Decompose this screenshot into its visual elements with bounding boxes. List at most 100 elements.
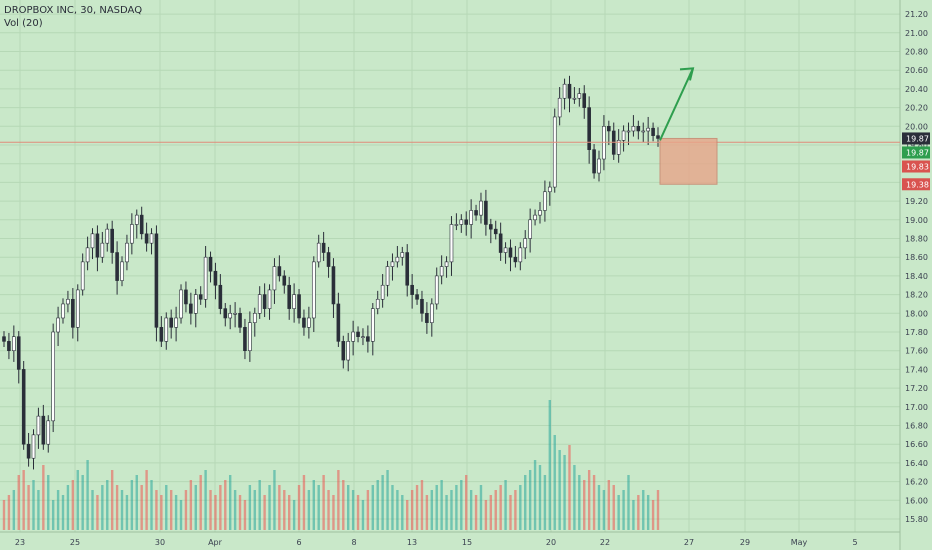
y-tick-label: 20.40 bbox=[905, 85, 928, 94]
y-tick-label: 16.60 bbox=[905, 440, 928, 449]
candle-body bbox=[95, 233, 100, 258]
candle-body bbox=[198, 294, 203, 300]
candle-body bbox=[21, 369, 26, 445]
volume-bar bbox=[194, 485, 197, 530]
volume-bar bbox=[169, 490, 173, 530]
candle-body bbox=[41, 415, 46, 445]
candle-body bbox=[223, 308, 228, 319]
volume-bar bbox=[612, 485, 615, 530]
volume-bar bbox=[37, 490, 40, 530]
volume-bar bbox=[504, 480, 507, 530]
candle-body bbox=[321, 242, 326, 253]
volume-bar bbox=[607, 480, 611, 530]
volume-bar bbox=[17, 475, 20, 530]
volume-bar bbox=[228, 475, 232, 530]
candle-body bbox=[184, 289, 188, 305]
volume-bar bbox=[617, 495, 620, 530]
candle-body bbox=[277, 266, 282, 277]
x-tick-label: May bbox=[791, 538, 808, 547]
candle-body bbox=[651, 127, 655, 136]
candle-body bbox=[282, 275, 287, 286]
candle-body bbox=[420, 298, 424, 314]
volume-bar bbox=[56, 490, 60, 530]
candle-body bbox=[125, 242, 129, 263]
candle-body bbox=[100, 242, 105, 258]
volume-bar bbox=[563, 455, 566, 530]
volume-bar bbox=[538, 465, 542, 530]
volume-bar bbox=[307, 490, 311, 530]
risk-box[interactable] bbox=[659, 137, 718, 185]
volume-bar bbox=[209, 490, 212, 530]
volume-bar bbox=[258, 480, 261, 530]
candle-body bbox=[523, 238, 528, 249]
volume-bar bbox=[533, 460, 537, 530]
candle-body bbox=[267, 289, 272, 309]
candle-body bbox=[607, 126, 611, 132]
volume-bar bbox=[81, 475, 84, 530]
volume-bar bbox=[27, 485, 30, 530]
x-tick-label: 8 bbox=[351, 538, 356, 547]
x-tick-label: 15 bbox=[462, 538, 472, 547]
y-tick-label: 16.40 bbox=[905, 459, 928, 468]
candle-body bbox=[410, 284, 414, 295]
candle-body bbox=[193, 294, 198, 314]
candle-body bbox=[498, 233, 503, 253]
candle-body bbox=[120, 261, 124, 281]
candle-body bbox=[85, 247, 90, 263]
candle-body bbox=[154, 233, 159, 328]
volume-bar bbox=[337, 470, 340, 530]
volume-bar bbox=[214, 495, 217, 530]
volume-bar bbox=[479, 485, 483, 530]
volume-bar bbox=[642, 490, 645, 530]
volume-bar bbox=[597, 485, 601, 530]
volume-bar bbox=[351, 490, 355, 530]
candle-body bbox=[341, 341, 346, 361]
candle-body bbox=[56, 317, 60, 333]
volume-bar bbox=[155, 490, 158, 530]
candle-body bbox=[169, 317, 173, 328]
candle-body bbox=[213, 270, 218, 286]
volume-bar bbox=[548, 400, 552, 530]
volume-bar bbox=[509, 495, 512, 530]
volume-bar bbox=[425, 495, 429, 530]
candle-body bbox=[287, 284, 292, 309]
volume-bar bbox=[391, 485, 394, 530]
price-tag bbox=[902, 178, 930, 191]
volume-bar bbox=[106, 480, 109, 530]
y-tick-label: 20.60 bbox=[905, 66, 928, 75]
volume-bar bbox=[455, 485, 458, 530]
x-tick-label: 23 bbox=[15, 538, 25, 547]
volume-bar bbox=[386, 470, 389, 530]
trend-arrow[interactable] bbox=[659, 67, 694, 141]
volume-bar bbox=[233, 490, 237, 530]
volume-bar bbox=[499, 485, 502, 530]
candle-body bbox=[528, 219, 532, 239]
candle-body bbox=[385, 266, 390, 286]
volume-bar bbox=[22, 470, 25, 530]
volume-bar bbox=[627, 475, 630, 530]
candle-body bbox=[316, 242, 321, 263]
volume-bar bbox=[646, 495, 650, 530]
candle-body bbox=[139, 214, 144, 235]
volume-bar bbox=[430, 490, 434, 530]
candle-body bbox=[469, 210, 473, 225]
volume-bar bbox=[381, 475, 384, 530]
candle-body bbox=[51, 331, 55, 422]
candle-body bbox=[71, 298, 75, 328]
volume-bar bbox=[342, 480, 345, 530]
volume-bar bbox=[420, 480, 424, 530]
candle-body bbox=[656, 135, 660, 139]
candle-body bbox=[557, 97, 562, 118]
candle-body bbox=[567, 83, 572, 99]
candle-body bbox=[218, 284, 223, 309]
candle-body bbox=[434, 275, 439, 305]
candle-body bbox=[262, 294, 267, 309]
y-tick-label: 16.00 bbox=[905, 496, 928, 505]
volume-bar bbox=[356, 495, 360, 530]
volume-bar bbox=[302, 475, 306, 530]
candle-body bbox=[616, 140, 621, 155]
volume-bar bbox=[347, 485, 350, 530]
candle-body bbox=[46, 420, 51, 445]
